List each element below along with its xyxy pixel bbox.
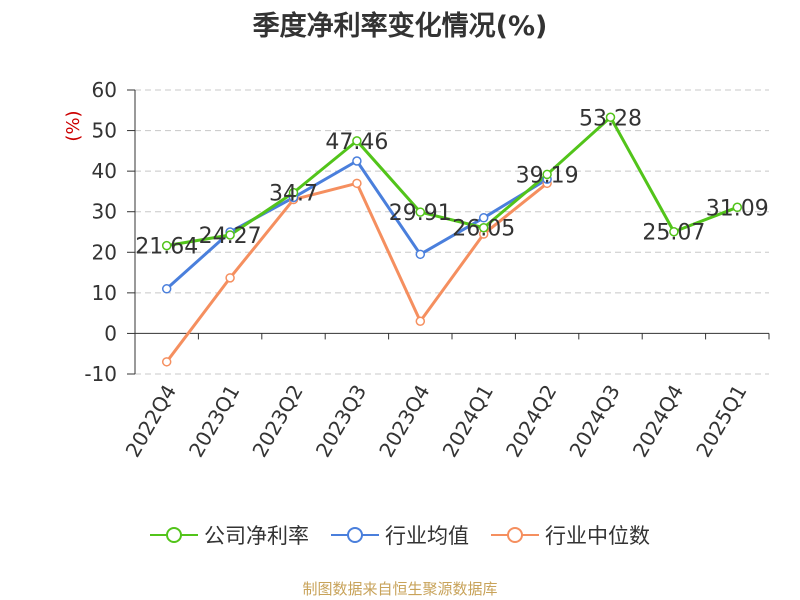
data-label: 47.46	[325, 130, 388, 155]
series-point-1	[352, 156, 362, 166]
series-point-2	[161, 357, 172, 367]
series-point-0	[161, 240, 172, 251]
y-tick-label: 40	[92, 159, 117, 183]
legend-swatch-industry-median	[491, 527, 539, 543]
data-label: 34.7	[269, 182, 318, 207]
x-tick-label: 2025Q1	[691, 381, 751, 462]
series-point-0	[732, 202, 743, 213]
data-label: 24.27	[199, 224, 262, 249]
series-point-0	[605, 112, 616, 123]
legend-item-industry-median[interactable]: 行业中位数	[491, 520, 650, 550]
x-tick-label: 2024Q1	[438, 381, 498, 462]
data-points	[161, 112, 743, 367]
x-tick-label: 2023Q2	[247, 381, 307, 462]
y-tick-label: 20	[92, 240, 117, 264]
y-axis-unit-label: (%)	[63, 110, 84, 141]
series-point-1	[478, 213, 489, 223]
series-point-2	[225, 273, 235, 283]
y-tick-label: 10	[92, 281, 117, 305]
data-label: 39.19	[516, 163, 579, 188]
grid-lines	[135, 89, 769, 375]
series-point-0	[415, 207, 426, 217]
y-tick-label: 50	[92, 119, 117, 143]
data-label: 25.07	[642, 221, 705, 246]
series-point-0	[478, 222, 489, 233]
series-point-2	[415, 316, 426, 327]
series-line-2	[165, 181, 549, 363]
legend-item-industry-mean[interactable]: 行业均值	[331, 520, 469, 550]
legend-label-industry-median: 行业中位数	[545, 524, 650, 548]
x-tick-label: 2022Q4	[121, 381, 181, 462]
data-label: 53.28	[579, 106, 642, 131]
legend-label-company: 公司净利率	[204, 524, 309, 548]
series-point-0	[288, 187, 299, 198]
y-tick-label: -10	[84, 362, 117, 386]
series-point-0	[225, 230, 235, 240]
y-tick-label: 60	[92, 78, 117, 102]
data-label: 29.91	[389, 201, 452, 226]
series-line-0	[166, 115, 738, 248]
y-tick-label: 30	[92, 200, 117, 224]
legend-item-company[interactable]: 公司净利率	[150, 520, 309, 550]
legend-swatch-industry-mean	[331, 527, 379, 543]
legend-swatch-company	[150, 527, 198, 543]
series-point-0	[542, 169, 552, 180]
x-tick-label: 2023Q4	[374, 381, 434, 462]
data-label: 31.09	[706, 196, 769, 221]
x-tick-label: 2024Q2	[501, 381, 561, 462]
x-tick-label: 2023Q3	[311, 381, 371, 462]
x-tick-label: 2024Q3	[564, 381, 624, 462]
series-point-1	[415, 249, 426, 260]
data-label: 21.64	[135, 235, 198, 260]
x-tick-label: 2023Q1	[184, 381, 244, 462]
legend-label-industry-mean: 行业均值	[385, 524, 469, 548]
data-label: 26.05	[452, 217, 515, 242]
series-point-0	[352, 136, 362, 146]
series-point-2	[352, 178, 362, 189]
series-point-1	[161, 284, 172, 294]
legend: 公司净利率 行业均值 行业中位数	[0, 520, 800, 550]
chart-title: 季度净利率变化情况(%)	[252, 11, 548, 42]
source-note: 制图数据来自恒生聚源数据库	[302, 580, 498, 598]
x-tick-label: 2024Q4	[628, 381, 688, 462]
series-point-0	[669, 226, 679, 237]
y-tick-label: 0	[104, 321, 117, 345]
